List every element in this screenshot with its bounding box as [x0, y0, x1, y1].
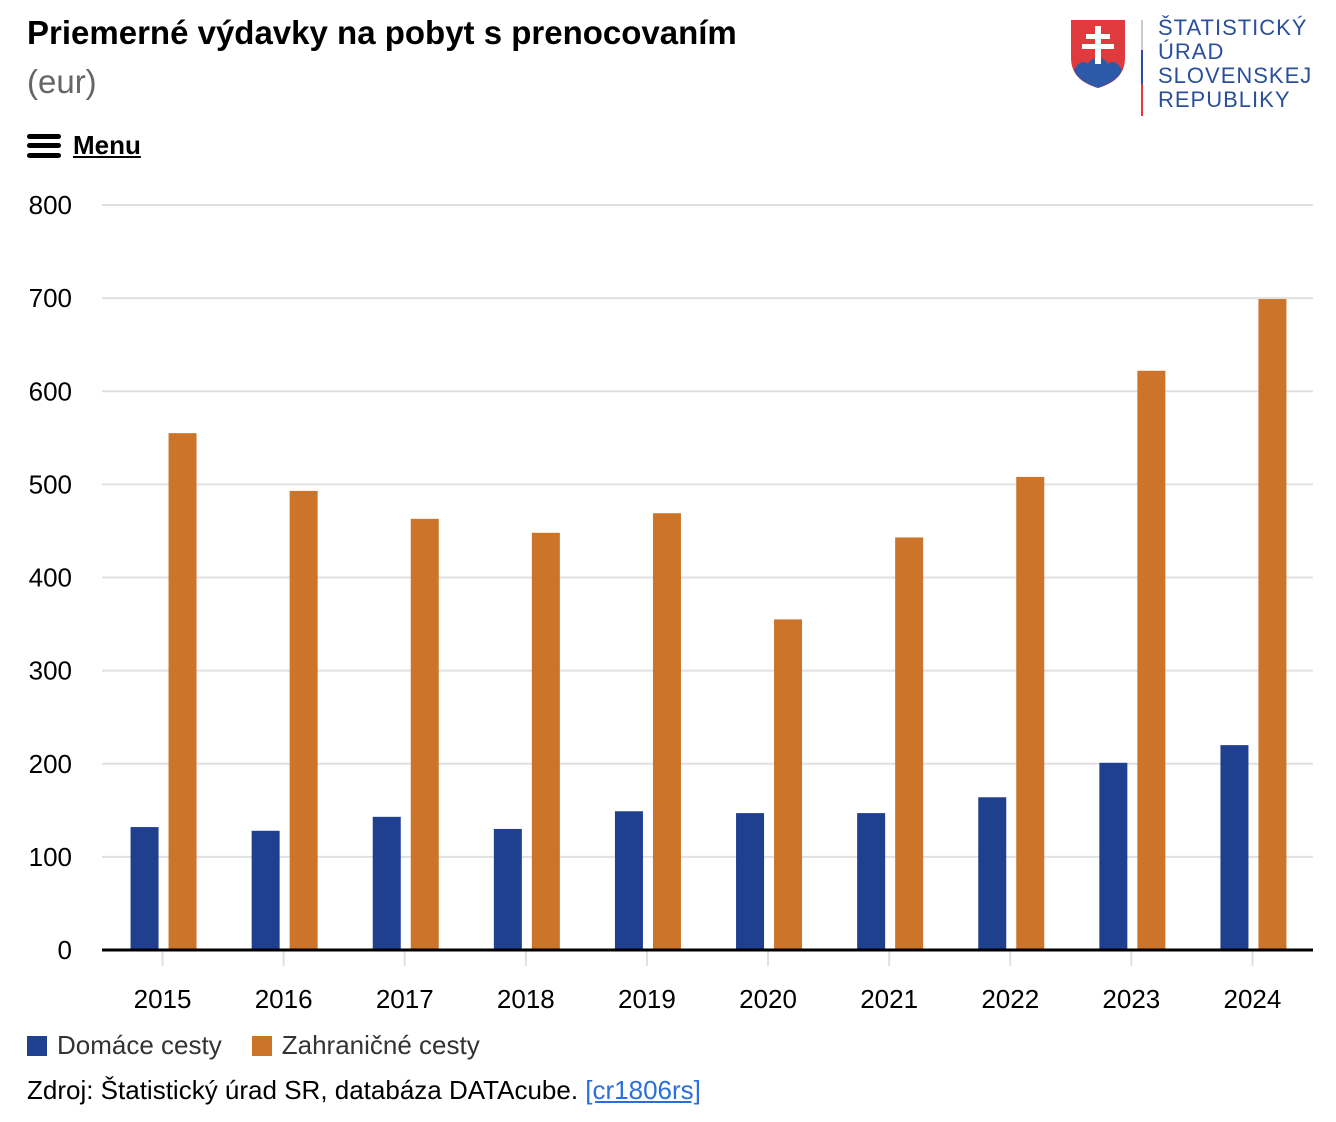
y-tick-label: 0 [58, 935, 72, 965]
coat-of-arms-icon [1071, 20, 1143, 116]
hamburger-icon [27, 133, 61, 158]
logo-line: ÚRAD [1158, 39, 1225, 64]
bar-foreign-2024 [1258, 299, 1287, 950]
logo-line: SLOVENSKEJ [1158, 63, 1313, 88]
source-link[interactable]: [cr1806rs] [585, 1075, 701, 1105]
y-tick-label: 500 [29, 469, 72, 499]
x-tick-label: 2023 [1102, 984, 1160, 1014]
x-tick-label: 2021 [860, 984, 918, 1014]
y-tick-label: 200 [29, 749, 72, 779]
source-text: Zdroj: Štatistický úrad SR, databáza DAT… [27, 1075, 579, 1105]
chart-subtitle: (eur) [27, 63, 97, 100]
bar-domestic-2023 [1099, 762, 1128, 950]
y-tick-label: 800 [29, 190, 72, 220]
statistical-office-logo: ŠTATISTICKÝ ÚRAD SLOVENSKEJ REPUBLIKY [1068, 16, 1311, 118]
bar-foreign-2015 [168, 433, 197, 950]
x-tick-label: 2018 [497, 984, 555, 1014]
chart-title: Priemerné výdavky na pobyt s prenocovaní… [27, 14, 737, 51]
menu-button[interactable]: Menu [27, 130, 141, 161]
bar-domestic-2022 [978, 797, 1007, 950]
y-tick-label: 600 [29, 376, 72, 406]
chart-legend: Domáce cesty Zahraničné cesty [27, 1030, 480, 1061]
bar-domestic-2018 [493, 828, 522, 950]
x-tick-label: 2017 [376, 984, 434, 1014]
legend-item-domestic[interactable]: Domáce cesty [27, 1030, 222, 1061]
menu-label: Menu [73, 130, 141, 160]
x-tick-label: 2024 [1224, 984, 1282, 1014]
x-tick-label: 2022 [981, 984, 1039, 1014]
x-tick-label: 2020 [739, 984, 797, 1014]
bar-foreign-2016 [289, 490, 318, 950]
bar-foreign-2019 [652, 513, 681, 950]
x-tick-label: 2015 [134, 984, 192, 1014]
bar-domestic-2021 [857, 813, 886, 950]
bar-domestic-2024 [1220, 745, 1249, 950]
legend-swatch [251, 1035, 272, 1056]
logo-line: ŠTATISTICKÝ [1158, 15, 1308, 40]
legend-item-foreign[interactable]: Zahraničné cesty [251, 1030, 480, 1061]
y-tick-label: 400 [29, 563, 72, 593]
bar-foreign-2021 [895, 537, 924, 950]
bar-chart: 0 100 200 300 400 500 600 700 800 2015 2016 2017 201… [29, 190, 1313, 1014]
logo-line: REPUBLIKY [1158, 87, 1291, 112]
bar-foreign-2022 [1016, 476, 1045, 950]
bar-foreign-2017 [410, 518, 439, 950]
bar-foreign-2020 [774, 619, 803, 950]
y-tick-label: 700 [29, 283, 72, 313]
legend-label: Zahraničné cesty [281, 1030, 480, 1060]
bar-domestic-2016 [251, 830, 280, 950]
y-tick-label: 300 [29, 656, 72, 686]
x-tick-label: 2019 [618, 984, 676, 1014]
y-tick-label: 100 [29, 842, 72, 872]
source-note: Zdroj: Štatistický úrad SR, databáza DAT… [27, 1075, 701, 1106]
legend-label: Domáce cesty [57, 1030, 222, 1060]
x-tick-label: 2016 [255, 984, 313, 1014]
bar-domestic-2019 [614, 811, 643, 950]
bar-domestic-2015 [130, 827, 159, 950]
bar-foreign-2018 [531, 532, 560, 950]
bar-domestic-2020 [736, 813, 765, 950]
bar-foreign-2023 [1137, 370, 1166, 950]
legend-swatch [27, 1035, 47, 1056]
bar-domestic-2017 [372, 816, 401, 950]
